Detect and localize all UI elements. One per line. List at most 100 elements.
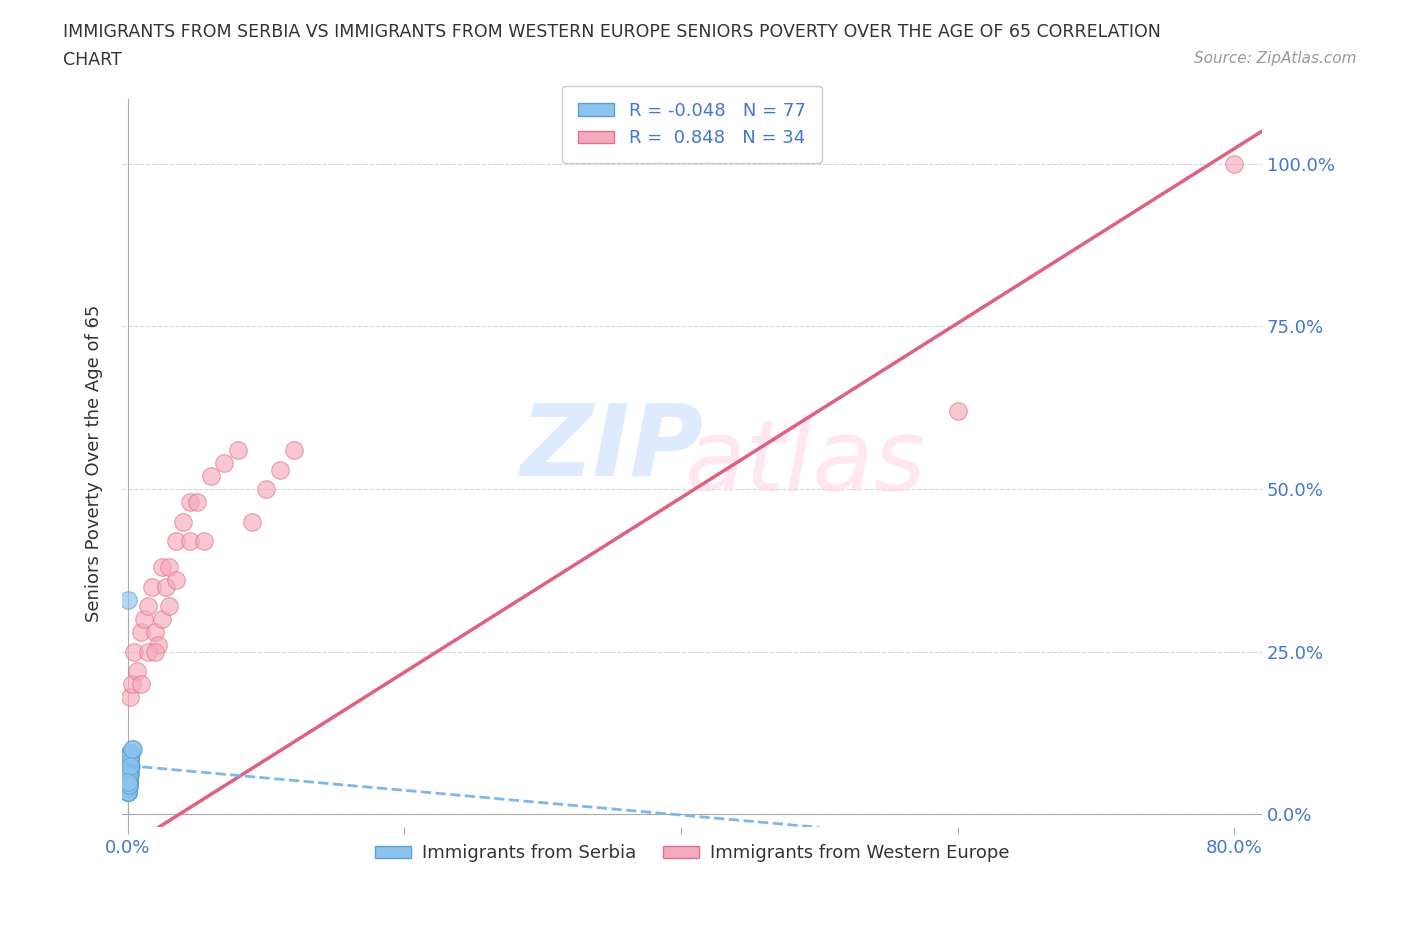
Point: [120, 755, 142, 770]
Point: [118, 771, 141, 786]
Point: [120, 745, 142, 760]
Point: [118, 762, 141, 777]
Point: [118, 777, 141, 792]
Point: [117, 784, 139, 799]
Point: [118, 768, 141, 783]
Point: [118, 755, 141, 770]
Point: [193, 534, 215, 549]
Point: [127, 664, 149, 679]
Point: [157, 599, 180, 614]
Point: [946, 404, 969, 418]
Point: [150, 612, 173, 627]
Point: [118, 764, 141, 779]
Point: [118, 777, 141, 792]
Point: [120, 749, 142, 764]
Point: [117, 781, 139, 796]
Point: [120, 755, 142, 770]
Point: [118, 755, 141, 770]
Point: [131, 677, 153, 692]
Point: [118, 777, 141, 792]
Point: [118, 755, 141, 770]
Point: [118, 777, 141, 792]
Point: [146, 638, 169, 653]
Point: [117, 784, 139, 799]
Point: [117, 781, 139, 796]
Legend: Immigrants from Serbia, Immigrants from Western Europe: Immigrants from Serbia, Immigrants from …: [367, 837, 1017, 870]
Point: [117, 592, 139, 607]
Point: [120, 690, 142, 705]
Point: [172, 514, 194, 529]
Point: [117, 781, 139, 796]
Point: [254, 482, 277, 497]
Point: [120, 749, 142, 764]
Point: [118, 764, 141, 779]
Point: [240, 514, 263, 529]
Point: [118, 768, 141, 783]
Point: [165, 534, 187, 549]
Point: [118, 768, 141, 783]
Point: [118, 775, 141, 790]
Text: Source: ZipAtlas.com: Source: ZipAtlas.com: [1194, 51, 1357, 66]
Point: [120, 751, 142, 766]
Point: [118, 775, 141, 790]
Point: [118, 768, 141, 783]
Point: [118, 764, 141, 779]
Point: [118, 777, 141, 792]
Point: [117, 775, 139, 790]
Point: [157, 560, 180, 575]
Text: ZIP: ZIP: [520, 400, 703, 497]
Point: [118, 768, 141, 783]
Point: [117, 784, 139, 799]
Point: [118, 758, 141, 773]
Point: [121, 742, 143, 757]
Point: [118, 775, 141, 790]
Point: [118, 777, 141, 792]
Point: [200, 469, 222, 484]
Point: [117, 784, 139, 799]
Point: [120, 745, 142, 760]
Point: [117, 784, 139, 799]
Point: [118, 758, 141, 773]
Point: [269, 462, 291, 477]
Point: [155, 579, 177, 594]
Point: [124, 644, 146, 659]
Point: [118, 758, 141, 773]
Point: [118, 755, 141, 770]
Point: [179, 495, 201, 510]
Point: [120, 745, 142, 760]
Point: [120, 745, 142, 760]
Text: atlas: atlas: [685, 415, 927, 512]
Point: [118, 777, 141, 792]
Point: [118, 775, 141, 790]
Point: [118, 762, 141, 777]
Point: [121, 677, 143, 692]
Point: [136, 644, 159, 659]
Point: [118, 762, 141, 777]
Point: [117, 781, 139, 796]
Point: [141, 579, 163, 594]
Point: [120, 749, 142, 764]
Point: [118, 768, 141, 783]
Point: [143, 644, 166, 659]
Point: [117, 781, 139, 796]
Point: [136, 599, 159, 614]
Point: [120, 764, 142, 779]
Point: [118, 777, 141, 792]
Point: [118, 755, 141, 770]
Point: [118, 771, 141, 786]
Point: [118, 762, 141, 777]
Point: [118, 775, 141, 790]
Point: [134, 612, 156, 627]
Point: [226, 443, 249, 458]
Point: [283, 443, 305, 458]
Text: CHART: CHART: [63, 51, 122, 69]
Point: [122, 742, 145, 757]
Point: [120, 758, 142, 773]
Point: [179, 534, 201, 549]
Point: [120, 751, 142, 766]
Point: [117, 784, 139, 799]
Point: [143, 625, 166, 640]
Point: [118, 771, 141, 786]
Point: [165, 573, 187, 588]
Point: [214, 456, 236, 471]
